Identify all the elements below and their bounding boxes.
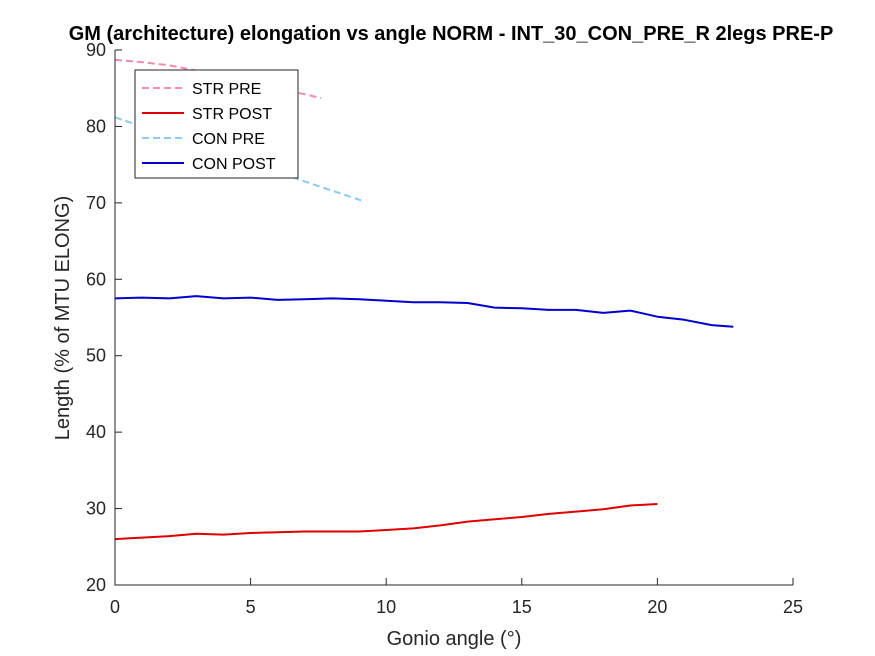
x-tick-label-3: 15: [512, 597, 532, 617]
legend-label-2: CON PRE: [192, 131, 265, 148]
x-tick-label-4: 20: [647, 597, 667, 617]
chart-title: GM (architecture) elongation vs angle NO…: [69, 23, 834, 45]
y-axis-title: Length (% of MTU ELONG): [52, 196, 74, 441]
x-tick-label-5: 25: [783, 597, 803, 617]
x-tick-label-0: 0: [110, 597, 120, 617]
y-tick-label-4: 60: [86, 269, 106, 289]
y-tick-label-3: 50: [86, 346, 106, 366]
x-tick-label-2: 10: [376, 597, 396, 617]
y-tick-label-6: 80: [86, 116, 106, 136]
legend-label-1: STR POST: [192, 106, 272, 123]
series-line-1: [114, 503, 658, 541]
y-tick-label-2: 40: [86, 422, 106, 442]
plot-area: 0 5 10 15 20 25 20 30 40 50 60 70 80 90: [86, 40, 803, 617]
x-ticks: 0 5 10 15 20 25: [110, 578, 803, 617]
legend-items: STR PRE STR POST CON PRE CON POST: [142, 81, 276, 173]
legend: STR PRE STR POST CON PRE CON POST: [134, 69, 299, 179]
y-tick-label-5: 70: [86, 193, 106, 213]
x-tick-label-1: 5: [246, 597, 256, 617]
y-tick-label-0: 20: [86, 575, 106, 595]
legend-label-3: CON POST: [192, 156, 276, 173]
legend-box: [134, 69, 299, 179]
x-axis-title: Gonio angle (°): [387, 628, 522, 650]
legend-label-0: STR PRE: [192, 81, 261, 98]
series-layer: [114, 58, 734, 541]
y-tick-label-1: 30: [86, 499, 106, 519]
series-line-2: [114, 116, 363, 202]
series-line-0: [114, 58, 322, 100]
y-ticks: 20 30 40 50 60 70 80 90: [86, 40, 122, 595]
y-tick-label-7: 90: [86, 40, 106, 60]
series-line-3: [114, 295, 734, 328]
